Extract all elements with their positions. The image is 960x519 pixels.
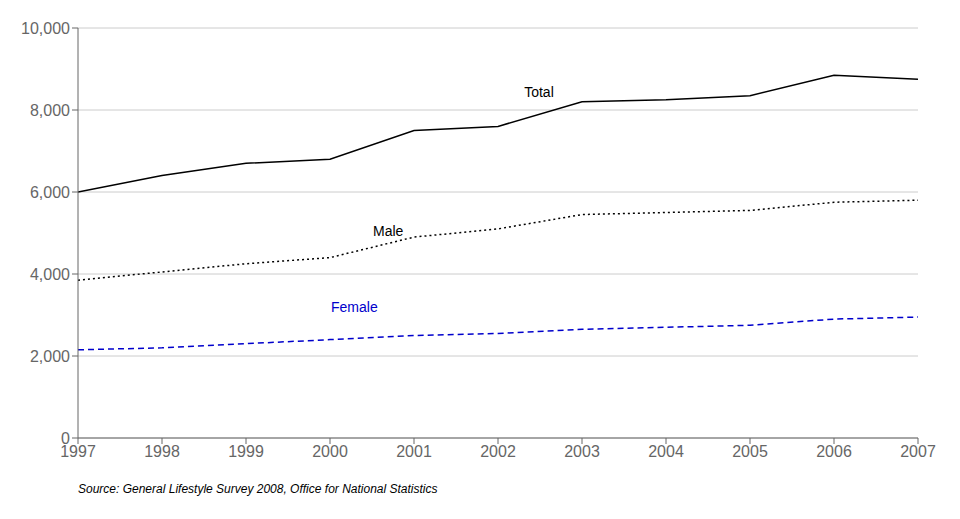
svg-text:6,000: 6,000 bbox=[30, 184, 70, 201]
svg-text:Total: Total bbox=[524, 84, 554, 100]
svg-text:2,000: 2,000 bbox=[30, 348, 70, 365]
svg-text:1997: 1997 bbox=[60, 443, 96, 461]
svg-text:2001: 2001 bbox=[396, 443, 432, 460]
svg-text:2003: 2003 bbox=[564, 443, 600, 460]
html-text:Source: General Lifestyle Surv: Source: General Lifestyle Survey 2008, O… bbox=[78, 482, 438, 496]
svg-text:10,000: 10,000 bbox=[21, 20, 70, 37]
svg-text:Female: Female bbox=[331, 299, 378, 315]
svg-text:Male: Male bbox=[373, 223, 404, 239]
svg-text:2005: 2005 bbox=[732, 443, 768, 460]
svg-text:2007: 2007 bbox=[900, 443, 936, 460]
svg-text:8,000: 8,000 bbox=[30, 102, 70, 119]
svg-text:4,000: 4,000 bbox=[30, 266, 70, 283]
svg-text:2000: 2000 bbox=[312, 443, 348, 460]
svg-text:0: 0 bbox=[61, 430, 70, 447]
svg-text:2002: 2002 bbox=[480, 443, 516, 460]
svg-text:2006: 2006 bbox=[816, 443, 852, 460]
svg-text:1998: 1998 bbox=[144, 443, 180, 460]
svg-text:2004: 2004 bbox=[648, 443, 684, 460]
svg-text:1999: 1999 bbox=[228, 443, 264, 460]
